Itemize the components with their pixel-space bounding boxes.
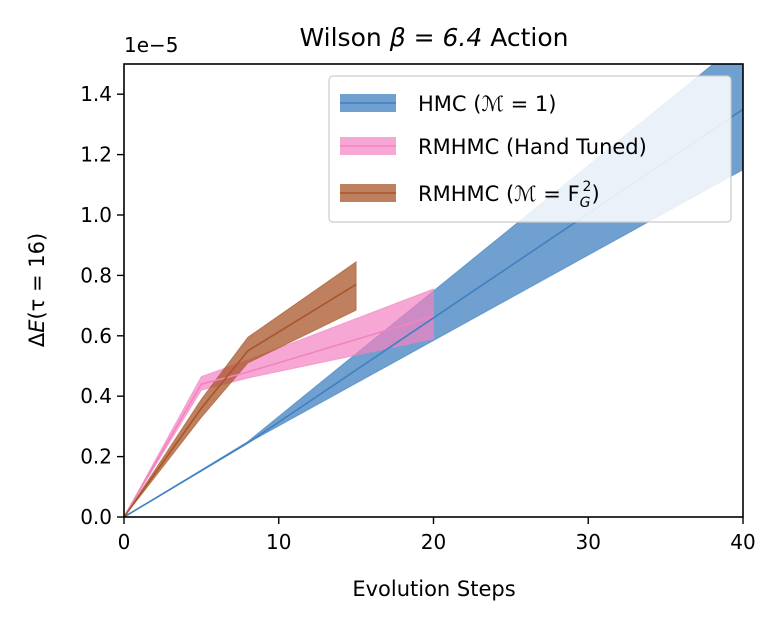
axis-ticks: 0 10 20 30 40 0.0 0.2 0.4 0.6 0.8 1.0 1.2 1.4 <box>80 82 756 554</box>
legend-box <box>328 75 732 223</box>
series-2-line <box>124 283 357 517</box>
legend-label-rmhmc-hand: RMHMC (Hand Tuned) <box>418 135 647 159</box>
x-tick-label-20: 20 <box>421 530 446 554</box>
y-tick-label-0-8: 0.8 <box>80 263 112 287</box>
y-tick-label-0-4: 0.4 <box>80 384 112 408</box>
x-tick-label-0: 0 <box>118 530 131 554</box>
legend-label-rmhmc-fg: RMHMC (ℳ = FG2) <box>418 179 600 211</box>
y-tick-label-1-2: 1.2 <box>80 143 112 167</box>
series-1-line <box>124 315 434 517</box>
x-axis-label: Evolution Steps <box>352 577 515 601</box>
y-axis-offset-text: 1e−5 <box>124 33 179 57</box>
y-tick-label-1-0: 1.0 <box>80 203 112 227</box>
y-tick-label-0-0: 0.0 <box>80 505 112 529</box>
y-axis-label: ΔE(τ = 16) <box>25 233 49 347</box>
series-2-band <box>124 260 357 517</box>
legend: HMC (ℳ = 1) RMHMC (Hand Tuned) RMHMC (ℳ … <box>328 75 732 223</box>
y-tick-label-1-4: 1.4 <box>80 82 112 106</box>
y-tick-label-0-2: 0.2 <box>80 445 112 469</box>
x-tick-label-40: 40 <box>730 530 755 554</box>
x-tick-label-30: 30 <box>576 530 601 554</box>
legend-label-hmc: HMC (ℳ = 1) <box>418 92 556 116</box>
chart-title: Wilson β = 6.4 Action <box>300 23 569 52</box>
y-tick-label-0-6: 0.6 <box>80 324 112 348</box>
x-tick-label-10: 10 <box>266 530 291 554</box>
